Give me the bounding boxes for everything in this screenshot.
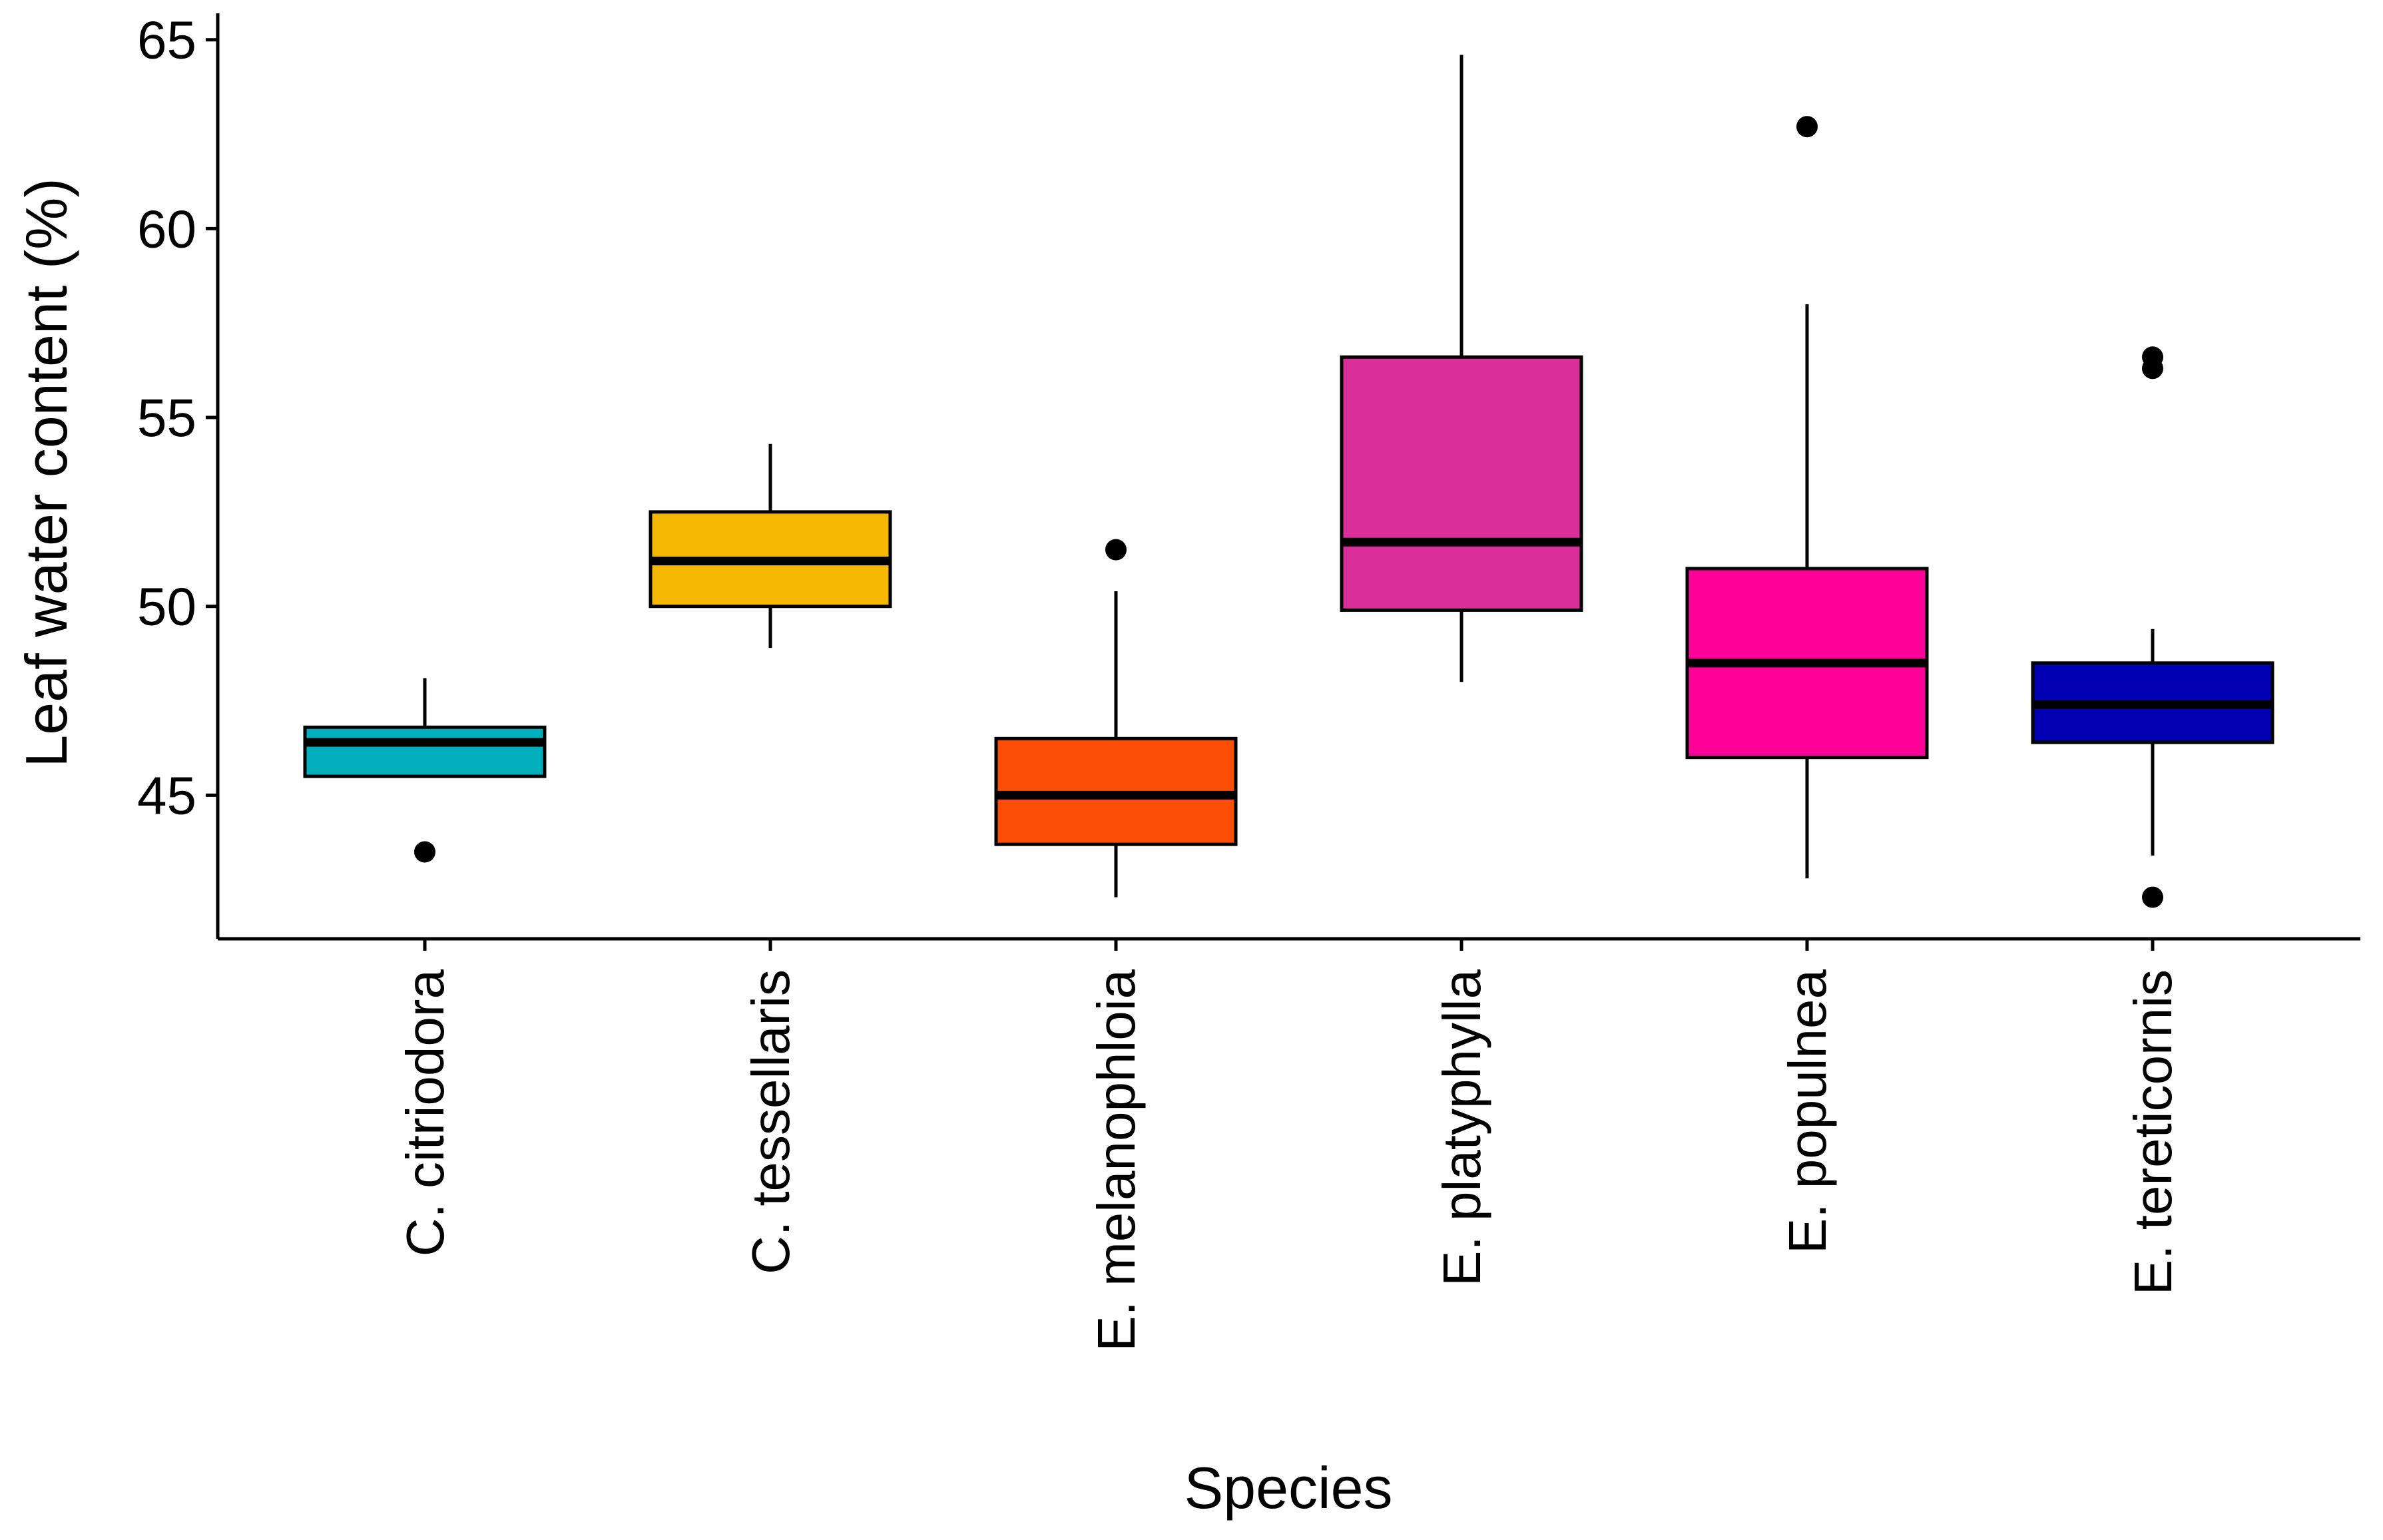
plot-area (303, 55, 2274, 908)
box (1340, 355, 1583, 612)
box-group (2031, 346, 2274, 908)
outlier-point (2142, 358, 2163, 380)
y-tick-label: 55 (137, 388, 196, 447)
y-tick-label: 65 (137, 11, 196, 70)
box-group (994, 539, 1238, 898)
x-axis-title: Species (1184, 1455, 1392, 1521)
box-group (649, 443, 892, 648)
x-axis: C. citriodora C. tessellaris E. melanophlo… (218, 937, 2360, 1352)
box-group (1340, 55, 1583, 682)
y-tick-label: 60 (137, 199, 196, 258)
y-axis: 45 50 55 60 65 (137, 11, 220, 939)
x-tick-label: C. citriodora (396, 969, 455, 1256)
x-tick-label: E. populnea (1778, 969, 1837, 1254)
x-tick-label: E. melanophloia (1087, 969, 1146, 1352)
y-tick-label: 50 (137, 577, 196, 637)
y-axis-title: Leaf water content (%) (13, 178, 79, 767)
box-group (303, 678, 547, 863)
x-tick-label: E. platyphylla (1432, 969, 1491, 1286)
box-group (1685, 116, 1929, 879)
x-tick-label: C. tessellaris (741, 969, 800, 1274)
outlier-point (2142, 886, 2163, 908)
outlier-point (414, 841, 435, 863)
outlier-point (1105, 539, 1127, 561)
y-tick-label: 45 (137, 766, 196, 825)
outlier-point (1796, 116, 1818, 138)
x-tick-label: E. tereticornis (2123, 969, 2183, 1295)
box (303, 725, 547, 778)
